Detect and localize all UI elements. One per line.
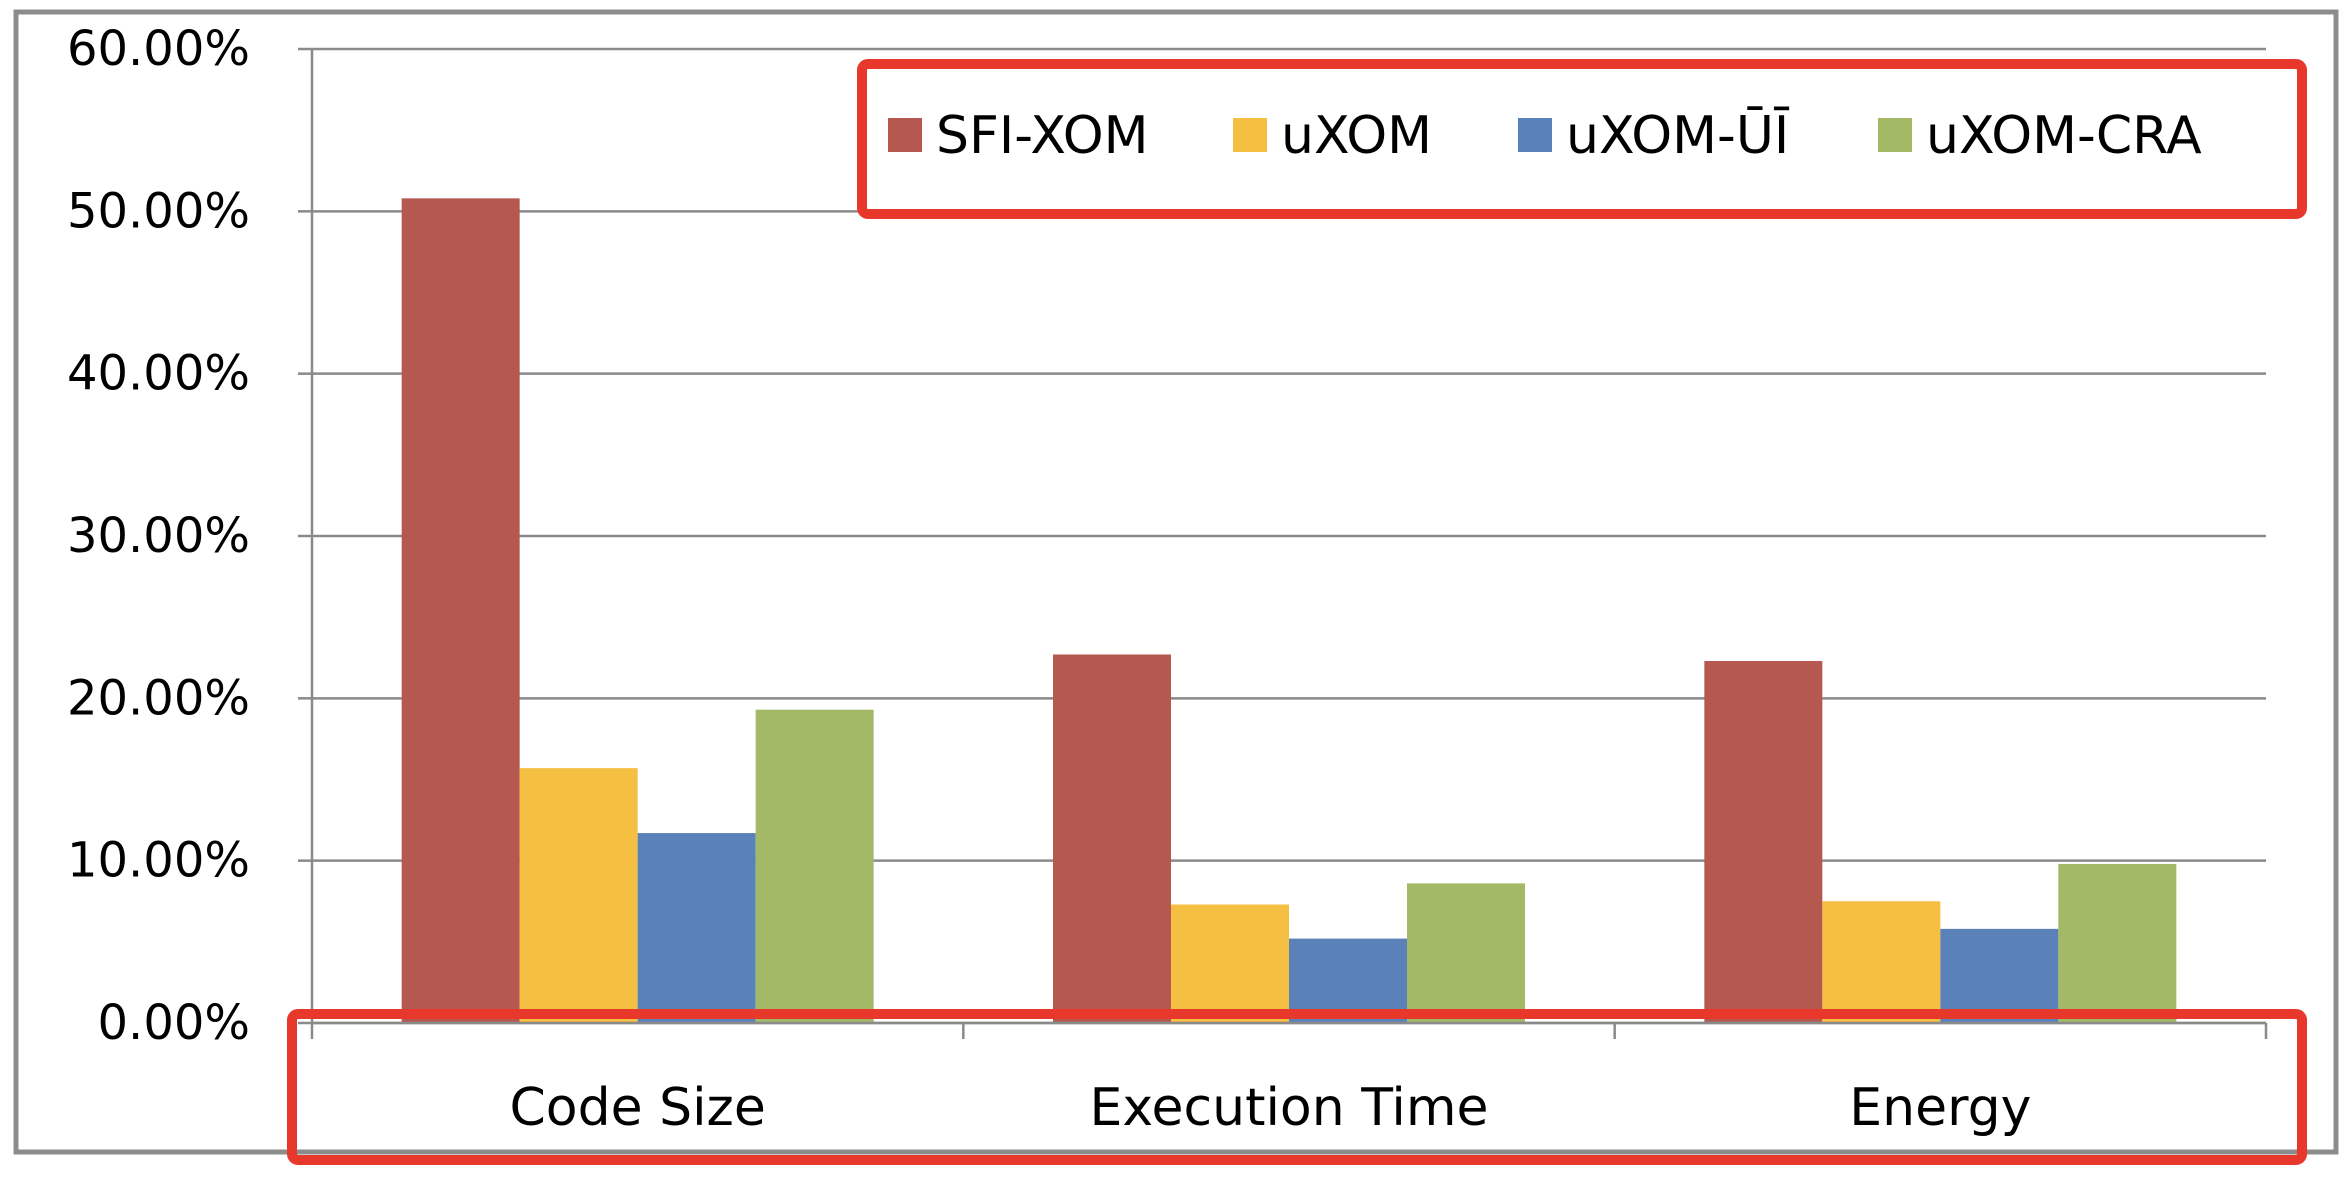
y-tick-label: 0.00% [98,995,250,1051]
legend-label: uXOM-ŪĪ [1566,106,1790,166]
bar-uxom-cra-code-size [756,710,874,1023]
bar-sfi-xom-execution-time [1053,655,1171,1023]
legend-label: SFI-XOM [936,106,1149,166]
y-tick-label: 10.00% [67,833,250,889]
legend-swatch [1233,118,1267,152]
bar-sfi-xom-code-size [402,198,520,1023]
y-tick-label: 30.00% [67,508,250,564]
legend-label: uXOM [1281,106,1432,166]
bar-uxom-energy [1822,901,1940,1023]
legend-swatch [1878,118,1912,152]
bar-uxom-execution-time [1171,904,1289,1023]
x-category-label: Energy [1849,1078,2031,1138]
y-tick-label: 20.00% [67,670,250,726]
y-tick-label: 60.00% [67,21,250,77]
bar-uxom-code-size [520,768,638,1023]
bar-uxom--energy [1940,929,2058,1023]
legend-swatch [888,118,922,152]
bar-uxom-cra-execution-time [1407,883,1525,1023]
y-tick-label: 40.00% [67,346,250,402]
bar-uxom--code-size [638,833,756,1023]
y-tick-label: 50.00% [67,183,250,239]
legend-label: uXOM-CRA [1926,106,2202,166]
legend-swatch [1518,118,1552,152]
bar-uxom-cra-energy [2058,864,2176,1023]
bar-sfi-xom-energy [1704,661,1822,1023]
x-category-label: Code Size [509,1078,765,1138]
x-category-label: Execution Time [1090,1078,1489,1138]
